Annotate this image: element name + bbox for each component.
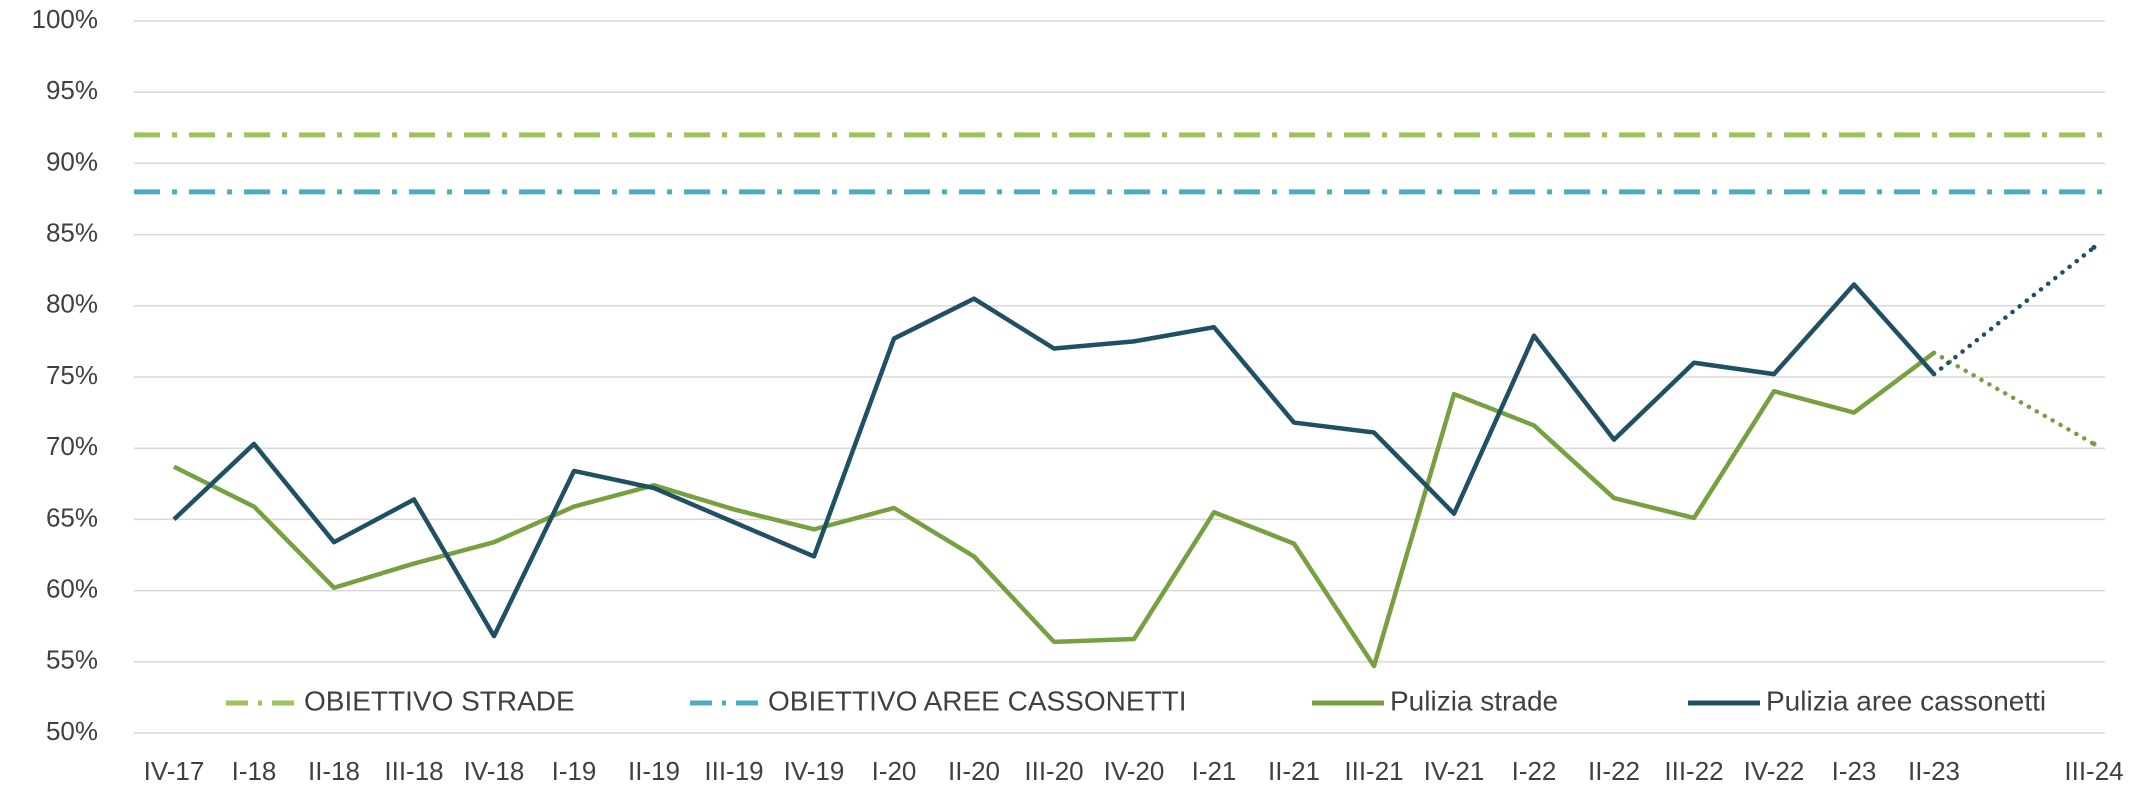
x-tick-label: II-19	[628, 756, 680, 786]
x-tick-label: I-18	[232, 756, 277, 786]
x-tick-label: I-21	[1192, 756, 1237, 786]
y-tick-label: 50%	[46, 716, 98, 746]
y-tick-label: 65%	[46, 502, 98, 532]
legend-label: Pulizia aree cassonetti	[1766, 685, 2046, 716]
x-tick-label: II-20	[948, 756, 1000, 786]
x-tick-label: III-18	[384, 756, 443, 786]
x-tick-label: II-21	[1268, 756, 1320, 786]
x-tick-label: II-22	[1588, 756, 1640, 786]
legend-label: OBIETTIVO STRADE	[304, 685, 575, 716]
legend-label: Pulizia strade	[1390, 685, 1558, 716]
x-tick-label: IV-22	[1744, 756, 1805, 786]
x-tick-label: IV-17	[144, 756, 205, 786]
y-tick-label: 70%	[46, 431, 98, 461]
series-line	[172, 350, 1936, 669]
y-tick-label: 90%	[46, 146, 98, 176]
x-tick-label: IV-19	[784, 756, 845, 786]
projection-line	[1931, 350, 2097, 447]
y-tick-label: 55%	[46, 645, 98, 675]
y-tick-label: 75%	[46, 360, 98, 390]
x-tick-label: III-20	[1024, 756, 1083, 786]
x-tick-label: I-23	[1832, 756, 1877, 786]
x-tick-label: III-19	[704, 756, 763, 786]
legend-label: OBIETTIVO AREE CASSONETTI	[768, 685, 1187, 716]
y-tick-label: 60%	[46, 573, 98, 603]
y-tick-label: 100%	[32, 4, 99, 34]
y-tick-label: 95%	[46, 75, 98, 105]
projection-line	[1931, 245, 2097, 377]
x-tick-label: IV-20	[1104, 756, 1165, 786]
x-tick-label: I-20	[872, 756, 917, 786]
x-tick-label: III-22	[1664, 756, 1723, 786]
y-tick-label: 80%	[46, 289, 98, 319]
series-line	[172, 282, 1936, 639]
x-tick-label: III-24	[2064, 756, 2123, 786]
x-tick-label: II-23	[1908, 756, 1960, 786]
y-tick-label: 85%	[46, 217, 98, 247]
x-tick-label: IV-18	[464, 756, 525, 786]
x-tick-label: II-18	[308, 756, 360, 786]
legend: OBIETTIVO STRADE OBIETTIVO AREE CASSONETT…	[226, 685, 2046, 716]
x-tick-label: I-19	[552, 756, 597, 786]
x-tick-label: I-22	[1512, 756, 1557, 786]
x-tick-label: IV-21	[1424, 756, 1485, 786]
x-tick-label: III-21	[1344, 756, 1403, 786]
